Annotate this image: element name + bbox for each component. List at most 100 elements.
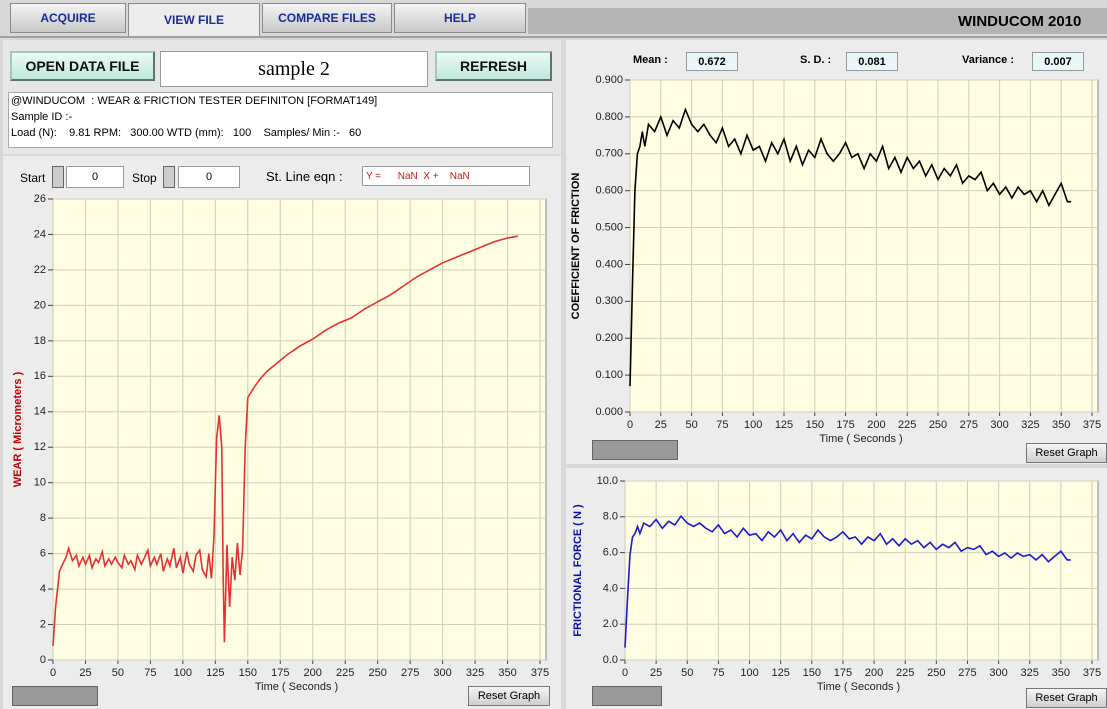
x-tick-label: 25 [655, 419, 667, 431]
plot-area [52, 198, 547, 661]
x-tick-label: 250 [368, 667, 386, 679]
x-tick-label: 375 [1083, 667, 1101, 679]
y-axis-label: FRICTIONAL FORCE ( N ) [572, 504, 584, 637]
graph-tools[interactable] [592, 686, 662, 706]
x-tick-label: 0 [50, 667, 56, 679]
stat-label: S. D. : [800, 54, 832, 66]
x-tick-label: 50 [112, 667, 124, 679]
x-tick-label: 275 [401, 667, 419, 679]
y-tick-label: 2 [40, 618, 46, 630]
y-tick-label: 0.500 [595, 221, 623, 233]
y-tick-label: 0 [40, 654, 46, 666]
y-axis-label: WEAR ( Micrometers ) [12, 371, 24, 487]
stop-label: Stop [132, 171, 157, 185]
graph-tools[interactable] [592, 440, 678, 460]
x-tick-label: 125 [775, 419, 793, 431]
x-tick-label: 25 [79, 667, 91, 679]
x-tick-label: 100 [740, 667, 758, 679]
spinner[interactable] [163, 166, 175, 188]
stat-value: 0.672 [686, 52, 738, 71]
y-tick-label: 10 [34, 477, 46, 489]
x-tick-label: 300 [989, 667, 1007, 679]
data-line [629, 107, 1072, 387]
y-tick-label: 0.700 [595, 148, 623, 160]
y-tick-label: 18 [34, 335, 46, 347]
y-tick-label: 8.0 [603, 511, 618, 523]
y-tick-label: 22 [34, 264, 46, 276]
x-axis-label: Time ( Seconds ) [255, 681, 338, 693]
x-tick-label: 375 [1083, 419, 1101, 431]
x-tick-label: 225 [896, 667, 914, 679]
x-tick-label: 325 [1021, 419, 1039, 431]
x-tick-label: 100 [174, 667, 192, 679]
reset-button[interactable]: Reset Graph [1026, 443, 1107, 463]
info-box: @WINDUCOM : WEAR & FRICTION TESTER DEFIN… [8, 92, 553, 148]
refresh-button[interactable]: REFRESH [435, 51, 552, 81]
y-tick-label: 0.100 [595, 369, 623, 381]
x-axis-label: Time ( Seconds ) [817, 681, 900, 693]
tab[interactable]: COMPARE FILES [262, 3, 392, 33]
tab[interactable]: ACQUIRE [10, 3, 126, 33]
y-tick-label: 6 [40, 548, 46, 560]
y-tick-label: 2.0 [603, 618, 618, 630]
open-button[interactable]: OPEN DATA FILE [10, 51, 155, 81]
stat-value: 0.081 [846, 52, 898, 71]
info-line: Sample ID :- [11, 111, 73, 123]
x-tick-label: 50 [681, 667, 693, 679]
x-tick-label: 50 [685, 419, 697, 431]
x-tick-label: 350 [1052, 667, 1070, 679]
x-tick-label: 25 [650, 667, 662, 679]
x-tick-label: 175 [834, 667, 852, 679]
stat-value: 0.007 [1032, 52, 1084, 71]
x-tick-label: 0 [622, 667, 628, 679]
y-tick-label: 0.000 [595, 406, 623, 418]
x-tick-label: 225 [898, 419, 916, 431]
tab[interactable]: HELP [394, 3, 526, 33]
x-tick-label: 200 [867, 419, 885, 431]
y-tick-label: 0.0 [603, 654, 618, 666]
y-tick-label: 0.600 [595, 185, 623, 197]
file-name[interactable]: sample 2 [160, 51, 428, 87]
y-tick-label: 24 [34, 228, 46, 240]
x-tick-label: 75 [144, 667, 156, 679]
y-tick-label: 16 [34, 370, 46, 382]
x-tick-label: 150 [806, 419, 824, 431]
y-tick-label: 14 [34, 406, 46, 418]
tab[interactable]: VIEW FILE [128, 3, 260, 36]
y-tick-label: 0.900 [595, 74, 623, 86]
x-tick-label: 150 [803, 667, 821, 679]
x-tick-label: 325 [1021, 667, 1039, 679]
x-tick-label: 325 [466, 667, 484, 679]
reset-button[interactable]: Reset Graph [1026, 688, 1107, 708]
x-tick-label: 125 [206, 667, 224, 679]
reset-button[interactable]: Reset Graph [468, 686, 550, 706]
y-tick-label: 6.0 [603, 547, 618, 559]
graph-tools[interactable] [12, 686, 98, 706]
y-tick-label: 10.0 [597, 475, 618, 487]
x-tick-label: 100 [744, 419, 762, 431]
y-axis-label: COEFFICIENT OF FRICTION [570, 173, 582, 320]
y-tick-label: 26 [34, 193, 46, 205]
y-tick-label: 0.400 [595, 258, 623, 270]
app-title: WINDUCOM 2010 [528, 8, 1107, 34]
x-tick-label: 275 [958, 667, 976, 679]
start-value[interactable]: 0 [66, 166, 124, 188]
x-tick-label: 175 [836, 419, 854, 431]
x-tick-label: 350 [498, 667, 516, 679]
x-tick-label: 0 [627, 419, 633, 431]
stop-value[interactable]: 0 [178, 166, 240, 188]
x-tick-label: 300 [990, 419, 1008, 431]
x-tick-label: 200 [304, 667, 322, 679]
spinner[interactable] [52, 166, 64, 188]
x-tick-label: 225 [336, 667, 354, 679]
x-tick-label: 375 [531, 667, 549, 679]
x-tick-label: 350 [1052, 419, 1070, 431]
x-tick-label: 200 [865, 667, 883, 679]
y-tick-label: 0.200 [595, 332, 623, 344]
info-line: @WINDUCOM : WEAR & FRICTION TESTER DEFIN… [11, 95, 378, 107]
x-tick-label: 75 [712, 667, 724, 679]
y-tick-label: 8 [40, 512, 46, 524]
